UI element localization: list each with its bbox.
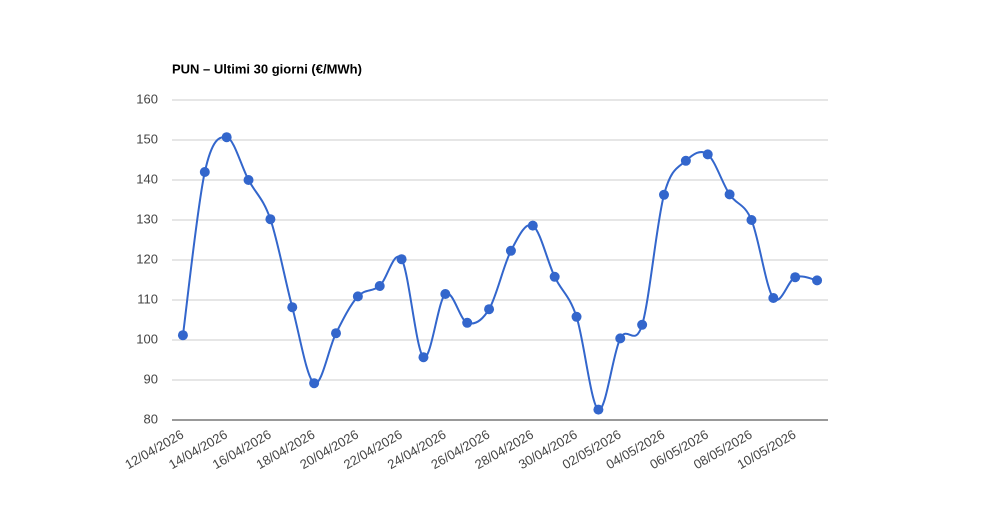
point [309, 378, 320, 389]
point [462, 317, 473, 328]
point [484, 304, 495, 315]
y-tick-label: 160 [136, 91, 158, 106]
point [287, 302, 298, 313]
y-tick-label: 130 [136, 211, 158, 226]
chart-title: PUN – Ultimi 30 giorni (€/MWh) [172, 61, 362, 76]
point [637, 319, 648, 330]
y-tick-label: 80 [144, 411, 158, 426]
point [768, 293, 779, 303]
y-tick-label: 140 [136, 171, 158, 186]
y-tick-label: 110 [137, 291, 158, 306]
point [571, 311, 582, 322]
y-tick-label: 90 [144, 371, 158, 386]
point [505, 245, 516, 256]
point [702, 149, 713, 160]
point [812, 275, 823, 286]
point [790, 272, 801, 283]
point [221, 132, 232, 143]
point [352, 291, 363, 302]
point [659, 189, 669, 200]
point [746, 215, 757, 225]
y-tick-label: 150 [136, 131, 158, 146]
point [374, 281, 385, 291]
point [243, 175, 254, 185]
point [199, 167, 210, 177]
point [265, 214, 276, 225]
point [615, 333, 626, 344]
point [593, 404, 604, 415]
line [181, 135, 818, 411]
point [396, 254, 407, 265]
point [680, 155, 691, 166]
point [418, 352, 429, 363]
y-tick-label: 120 [136, 251, 158, 266]
point [440, 289, 451, 299]
point [549, 271, 560, 282]
point [724, 189, 735, 200]
y-tick-label: 100 [136, 331, 158, 346]
point [331, 328, 341, 339]
point [527, 220, 538, 231]
point [177, 330, 188, 341]
